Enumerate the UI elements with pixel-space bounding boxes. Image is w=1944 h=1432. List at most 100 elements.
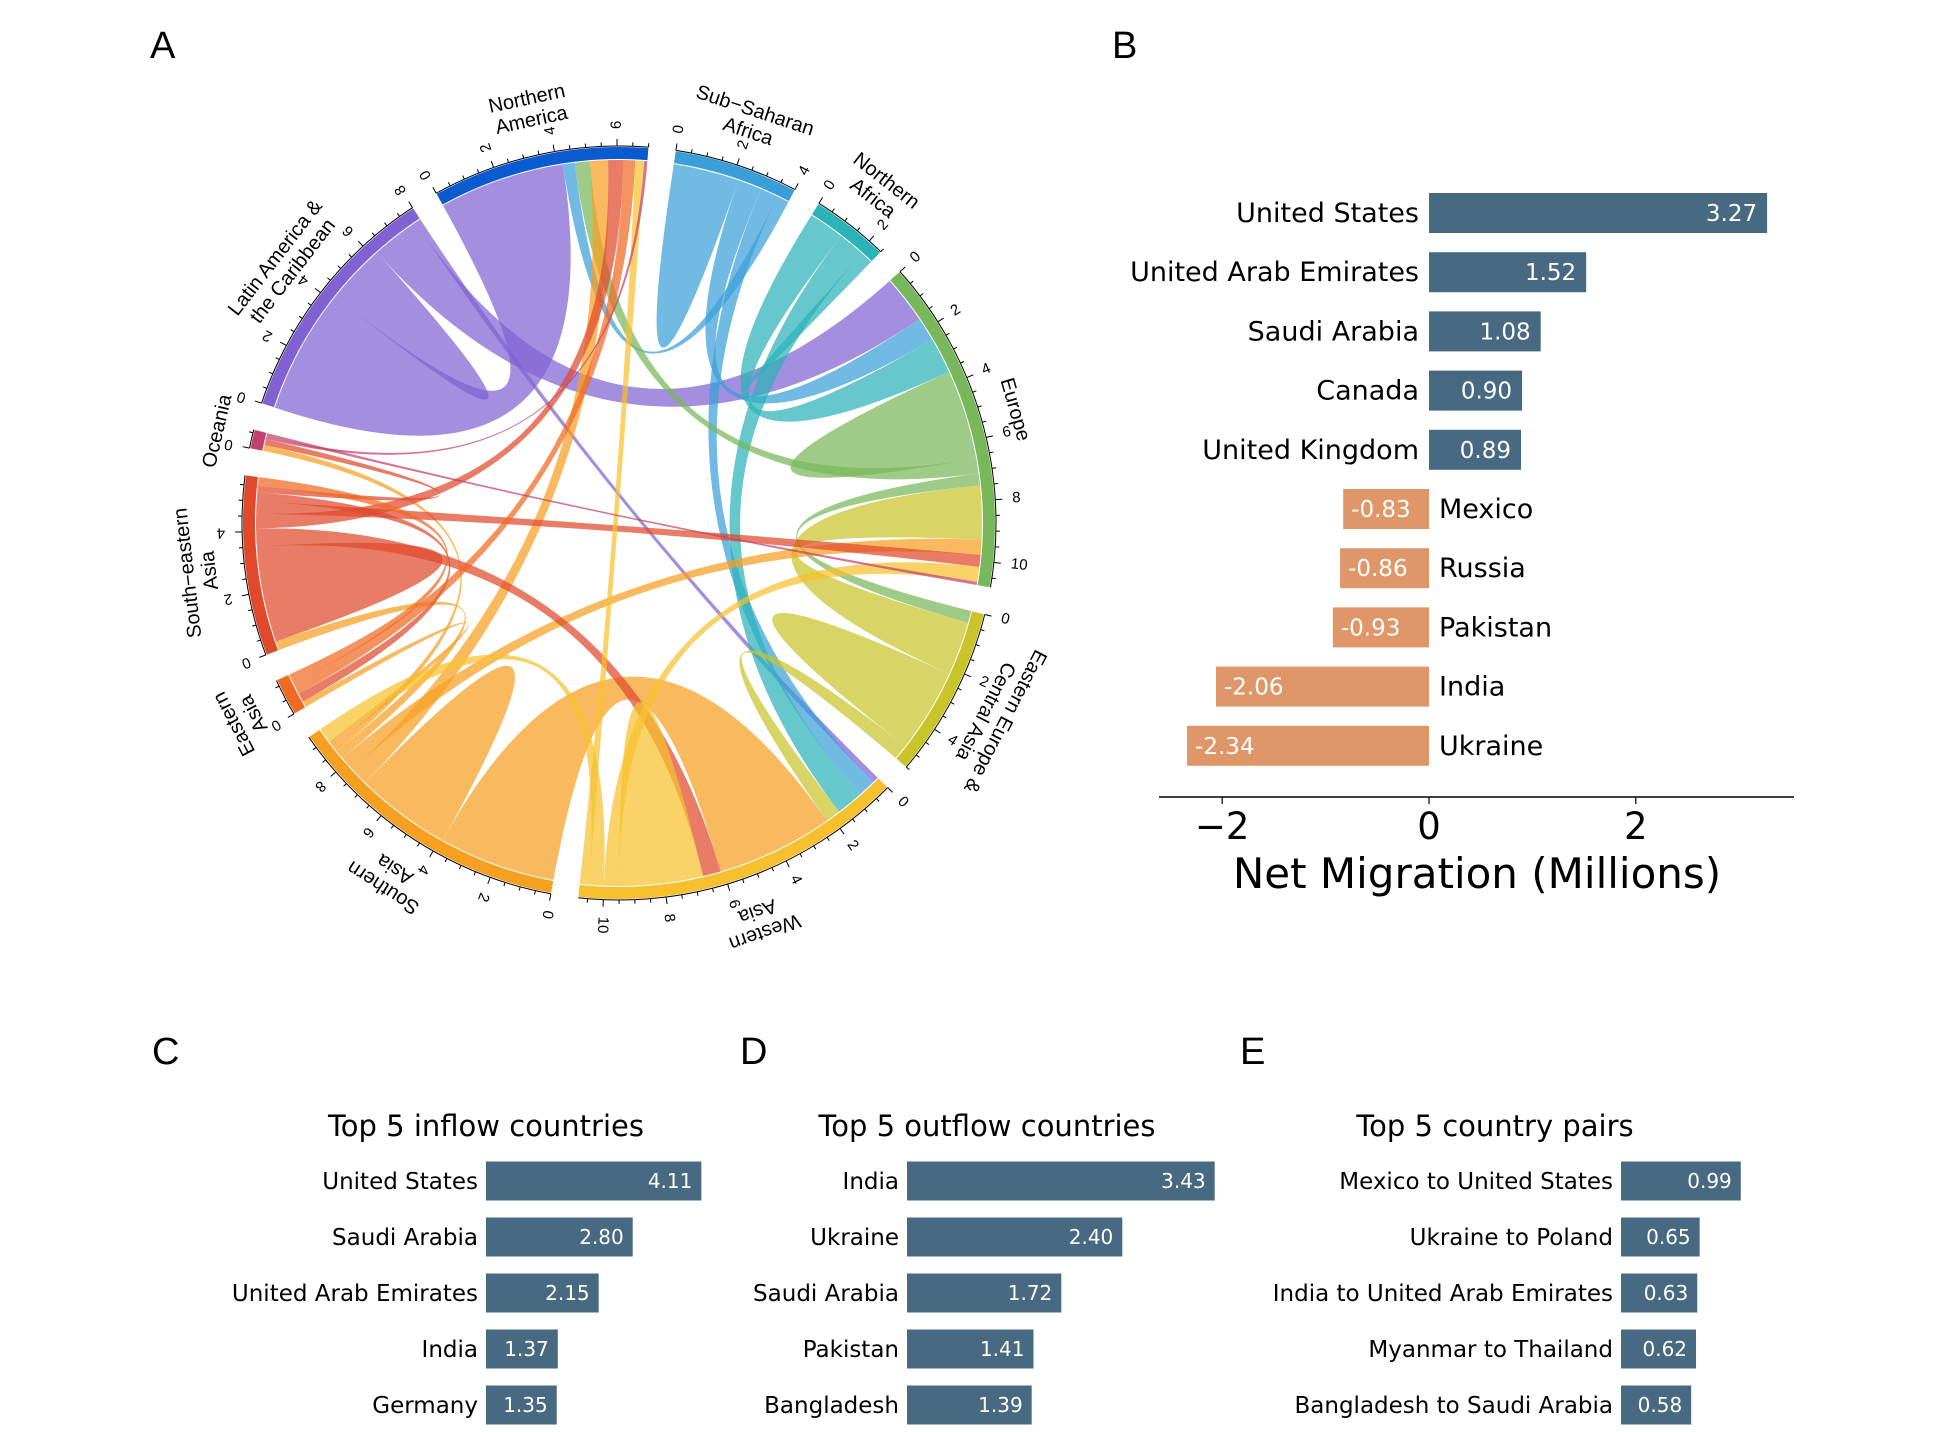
chord-ribbon-eastern-europe-central-asia-to-eastern-europe-central-asia <box>772 613 950 747</box>
tick-label: 0 <box>999 610 1011 629</box>
panel-e-chart: Top 5 country pairs 0.99 Mexico to United … <box>1273 1109 1741 1425</box>
chord-ribbon-northern-africa-to-western-asia <box>729 236 863 812</box>
chord-ribbons <box>256 160 982 886</box>
chord-ribbon-western-asia-to-western-asia <box>619 701 704 886</box>
bar <box>486 1217 633 1257</box>
chord-ribbon-eastern-europe-central-asia-to-europe <box>791 485 982 674</box>
category-label: Ukraine <box>810 1225 899 1251</box>
chord-ribbon-south-eastern-asia-to-south-eastern-asia <box>256 542 443 642</box>
chord-ribbon-europe-to-northern-america <box>574 161 979 480</box>
tick-label: 4 <box>979 359 993 378</box>
country-label: Pakistan <box>1439 612 1552 643</box>
category-label: Mexico to United States <box>1339 1169 1613 1195</box>
bar <box>1621 1161 1741 1201</box>
bar <box>486 1273 599 1313</box>
bar-value-label: 2.15 <box>545 1281 590 1305</box>
tick-label: 6 <box>339 222 357 240</box>
category-label: United Arab Emirates <box>232 1281 478 1307</box>
bar-value-label: 1.08 <box>1479 319 1530 345</box>
country-label: India <box>1439 672 1505 703</box>
region-arc-northern-africa <box>811 204 881 262</box>
region-arc-eastern-asia <box>277 675 306 714</box>
bar-value-label: 0.58 <box>1638 1393 1683 1417</box>
tick-label: 0 <box>907 248 925 266</box>
tick-label: 4 <box>541 125 559 136</box>
net-migration-bar <box>1340 548 1429 589</box>
tick-label: 8 <box>391 182 410 198</box>
country-label: United Kingdom <box>1202 435 1419 466</box>
bar <box>1621 1329 1697 1369</box>
category-label: Myanmar to Thailand <box>1368 1337 1613 1363</box>
chord-ribbon-northern-africa-to-northern-africa <box>742 253 872 391</box>
tick-label: 4 <box>217 524 226 541</box>
bar-value-label: -2.34 <box>1195 734 1255 760</box>
bar-value-label: -2.06 <box>1224 675 1284 701</box>
tick-label: 10 <box>594 916 612 933</box>
chord-ribbon-southern-asia-to-south-eastern-asia <box>275 601 466 759</box>
bar-value-label: 0.62 <box>1642 1337 1687 1361</box>
net-migration-bar <box>1429 429 1522 470</box>
x-tick-label: −2 <box>1195 805 1250 848</box>
tick-label: 10 <box>1010 555 1028 574</box>
net-migration-bar <box>1429 311 1541 352</box>
tick-label: 6 <box>1001 423 1013 441</box>
tick-label: 2 <box>843 837 862 854</box>
bar <box>907 1217 1123 1257</box>
chord-ribbon-western-asia-to-northern-america <box>579 160 645 885</box>
bar-value-label: 0.99 <box>1687 1169 1732 1193</box>
chord-ribbon-southern-asia-to-northern-america <box>352 160 609 783</box>
net-migration-bar <box>1332 607 1429 648</box>
tick-label: 8 <box>1012 489 1021 506</box>
category-label: United States <box>322 1169 478 1195</box>
bar <box>1621 1273 1698 1313</box>
country-label: Russia <box>1439 553 1526 584</box>
chord-ribbon-southern-asia-to-southern-asia <box>365 665 515 841</box>
region-arc-sub-saharan-africa <box>673 151 795 202</box>
chord-ribbon-southern-asia-to-western-asia <box>442 676 827 881</box>
bar <box>907 1385 1032 1425</box>
region-label-south-eastern-asia: Asia <box>196 549 222 591</box>
bar <box>907 1329 1034 1369</box>
panel-letter-e: E <box>1240 1031 1265 1073</box>
bar-value-label: 4.11 <box>648 1169 693 1193</box>
bar-value-label: 1.41 <box>980 1337 1025 1361</box>
category-label: Ukraine to Poland <box>1410 1225 1613 1251</box>
chord-ribbon-latin-america-the-caribbean-to-latin-america-the-caribbean <box>335 252 489 400</box>
chart-title: Top 5 inflow countries <box>327 1109 644 1143</box>
category-label: India <box>422 1337 478 1363</box>
tick-label: 2 <box>260 326 275 345</box>
net-migration-bar <box>1215 666 1429 707</box>
chord-ribbon-sub-saharan-africa-to-europe <box>705 180 933 404</box>
region-arc-europe <box>890 272 995 588</box>
top5-charts: Top 5 inflow countries 4.11 United States 2… <box>232 1109 1741 1425</box>
chart-title: Top 5 country pairs <box>1355 1109 1633 1143</box>
net-migration-bar <box>1429 370 1523 411</box>
category-label: Saudi Arabia <box>332 1225 478 1251</box>
region-label-europe: Europe <box>996 375 1035 443</box>
panel-letter-b: B <box>1112 25 1137 67</box>
bar <box>907 1273 1062 1313</box>
tick-label: 0 <box>416 167 435 183</box>
tick-label: 0 <box>820 177 839 193</box>
tick-label: 8 <box>660 913 678 923</box>
country-label: United States <box>1236 198 1419 229</box>
bar <box>1621 1217 1700 1257</box>
x-tick-label: 2 <box>1624 805 1648 848</box>
bar-value-label: -0.83 <box>1351 497 1411 523</box>
bar-value-label: 2.40 <box>1069 1225 1114 1249</box>
category-label: India <box>843 1169 899 1195</box>
bar-value-label: -0.86 <box>1348 556 1408 582</box>
panel-letter-c: C <box>152 1031 179 1073</box>
x-axis-label: Net Migration (Millions) <box>1233 849 1721 898</box>
country-label: Canada <box>1316 376 1419 407</box>
bar-value-label: 0.89 <box>1460 438 1511 464</box>
tick-label: 8 <box>312 777 329 795</box>
chord-ribbon-eastern-europe-central-asia-to-western-asia <box>739 650 906 821</box>
category-label: Saudi Arabia <box>753 1281 899 1307</box>
bar <box>907 1161 1215 1201</box>
region-arc-oceania <box>250 429 267 451</box>
region-arc-latin-america-the-caribbean <box>262 208 420 408</box>
net-migration-bar <box>1343 489 1429 529</box>
tick-label: 2 <box>222 590 233 608</box>
